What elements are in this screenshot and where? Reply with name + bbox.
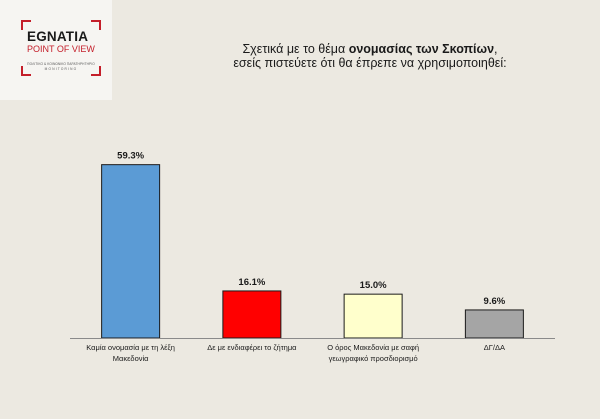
- data-label: 15.0%: [360, 280, 387, 291]
- title-line2: εσείς πιστεύετε ότι θα έπρεπε να χρησιμο…: [233, 56, 507, 70]
- category-label: Καμία ονομασία με τη λέξη: [86, 343, 175, 352]
- title-line1-part1: Σχετικά με το θέμα: [242, 42, 349, 56]
- logo-tagline-2: MONITORING: [44, 67, 78, 71]
- logo: EGNATIA POINT OF VIEW ΠΟΛΙΤΙΚΟ & ΚΟΙΝΩΝΙ…: [21, 20, 101, 76]
- category-label: γεωγραφικό προσδιορισμό: [329, 354, 418, 363]
- bar: [222, 290, 282, 339]
- logo-subtitle: POINT OF VIEW: [27, 44, 95, 54]
- bar: [101, 164, 161, 339]
- logo-corner: [21, 20, 31, 30]
- category-label: Μακεδονία: [113, 354, 149, 363]
- category-label: Δε με ενδιαφέρει το ζήτημα: [207, 343, 297, 352]
- category-label: ΔΓ/ΔΑ: [484, 343, 505, 352]
- logo-corner: [21, 66, 31, 76]
- chart-title: Σχετικά με το θέμα ονομασίας των Σκοπίων…: [160, 42, 580, 70]
- bar: [343, 293, 403, 339]
- data-label: 59.3%: [117, 151, 144, 162]
- title-line1-part3: ,: [494, 42, 498, 56]
- bar: [464, 309, 524, 339]
- logo-name: EGNATIA: [27, 29, 89, 44]
- logo-corner: [91, 20, 101, 30]
- logo-corner: [91, 66, 101, 76]
- category-label: Ο όρος Μακεδονία με σαφή: [327, 343, 419, 352]
- logo-panel: EGNATIA POINT OF VIEW ΠΟΛΙΤΙΚΟ & ΚΟΙΝΩΝΙ…: [0, 0, 112, 100]
- title-line1-bold: ονομασίας των Σκοπίων: [348, 42, 495, 56]
- logo-tagline: ΠΟΛΙΤΙΚΟ & ΚΟΙΝΩΝΙΚΟ ΠΑΡΑΤΗΡΗΤΗΡΙΟ: [27, 62, 95, 66]
- data-label: 9.6%: [484, 296, 506, 307]
- data-label: 16.1%: [238, 277, 265, 288]
